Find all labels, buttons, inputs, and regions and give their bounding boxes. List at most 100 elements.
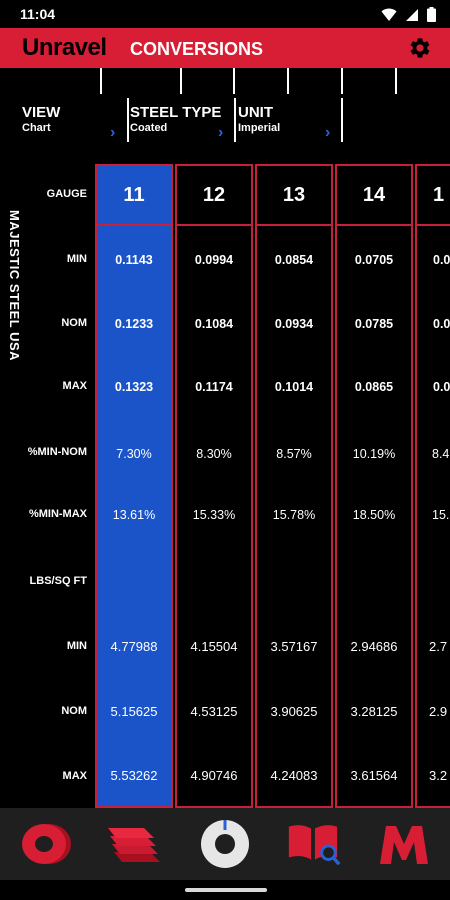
- selector-divider: [341, 98, 343, 142]
- cell-lbs-nom: 5.15625: [110, 704, 158, 719]
- gauge-header: 11: [95, 164, 173, 226]
- cell-nom: 0.0934: [274, 317, 314, 331]
- cell-pct-min-nom: 8.57%: [276, 447, 312, 461]
- cell-min: 0.1143: [115, 253, 153, 267]
- status-bar: 11:04: [0, 0, 450, 28]
- battery-icon: [427, 7, 436, 22]
- steel-type-label: STEEL TYPE: [130, 104, 222, 121]
- settings-gear-icon[interactable]: [408, 36, 432, 60]
- status-time: 11:04: [20, 6, 56, 22]
- cell-min: 0.0: [433, 253, 450, 267]
- cell-max: 0.0: [433, 380, 450, 394]
- coil-icon: [22, 824, 71, 864]
- gauge-header: 13: [255, 164, 333, 226]
- unit-label: UNIT: [238, 104, 273, 121]
- view-value: Chart: [22, 122, 51, 134]
- unit-chevron-icon[interactable]: ›: [325, 124, 331, 141]
- cell-pct-min-max: 15.78%: [272, 508, 316, 522]
- cell-min: 0.0994: [194, 253, 234, 267]
- cell-pct-min-max: 15.: [432, 508, 450, 522]
- cell-lbs-max: 4.24083: [270, 768, 318, 783]
- row-label-lbs-sq-ft: LBS/SQ FT: [29, 575, 87, 587]
- cell-nom: 0.1084: [194, 317, 234, 331]
- cell-lbs-min: 3.57167: [270, 639, 318, 654]
- nav-conversions[interactable]: [197, 818, 253, 870]
- gauge-column-12[interactable]: 12 0.0994 0.1084 0.1174 8.30% 15.33% 4.1…: [175, 164, 253, 808]
- cell-pct-min-nom: 8.4: [432, 447, 450, 461]
- nav-majestic[interactable]: [376, 818, 432, 870]
- view-label: VIEW: [22, 104, 61, 121]
- cell-pct-min-max: 18.50%: [352, 508, 396, 522]
- gauge-column-13[interactable]: 13 0.0854 0.0934 0.1014 8.57% 15.78% 3.5…: [255, 164, 333, 808]
- catalog-search-icon: [288, 825, 341, 866]
- page-title: CONVERSIONS: [130, 39, 264, 59]
- cell-max: 0.1014: [274, 380, 314, 394]
- ruler-tick: [341, 68, 343, 94]
- selector-divider: [127, 98, 129, 142]
- status-icons: [381, 7, 436, 22]
- row-label-pct-min-nom: %MIN-NOM: [27, 446, 87, 458]
- ruler-tick: [233, 68, 235, 94]
- gauge-header: 12: [175, 164, 253, 226]
- gauge-column-14[interactable]: 14 0.0705 0.0785 0.0865 10.19% 18.50% 2.…: [335, 164, 413, 808]
- gauge-column-partial[interactable]: 1 0.0 0.0 0.0 8.4 15. 2.7 2.9 3.2: [415, 164, 450, 808]
- row-label-nom: NOM: [61, 317, 87, 329]
- row-label-lbs-min: MIN: [66, 640, 87, 652]
- cell-lbs-nom: 3.90625: [270, 704, 318, 719]
- wifi-icon: [381, 8, 397, 21]
- row-label-min: MIN: [66, 253, 87, 265]
- gauge-header: 14: [335, 164, 413, 226]
- cell-nom: 0.0: [433, 317, 450, 331]
- selector-bar: [0, 68, 450, 154]
- ruler-tick: [287, 68, 289, 94]
- view-chevron-icon[interactable]: ›: [110, 124, 116, 141]
- cell-lbs-nom: 4.53125: [190, 704, 238, 719]
- cell-lbs-min: 4.15504: [190, 639, 238, 654]
- cell-max: 0.1174: [195, 380, 233, 394]
- sheets-icon: [108, 828, 160, 862]
- row-label-gauge: GAUGE: [46, 188, 87, 200]
- nav-sheets[interactable]: [106, 818, 162, 870]
- row-label-pct-min-max: %MIN-MAX: [28, 508, 87, 520]
- side-brand-text: MAJESTIC STEEL USA: [7, 210, 22, 362]
- cellular-signal-icon: [406, 8, 418, 21]
- steel-type-value: Coated: [130, 122, 168, 134]
- ruler-tick: [395, 68, 397, 94]
- app-header: Unravel CONVERSIONS: [0, 28, 450, 68]
- cell-nom: 0.0785: [354, 317, 394, 331]
- unit-selector[interactable]: UNIT Imperial: [238, 104, 280, 134]
- cell-lbs-max: 3.2: [429, 768, 448, 783]
- cell-lbs-min: 2.7: [429, 639, 448, 654]
- gesture-bar[interactable]: [185, 888, 267, 892]
- ruler-tick: [180, 68, 182, 94]
- selector-divider: [234, 98, 236, 142]
- cell-lbs-max: 4.90746: [190, 768, 238, 783]
- steel-type-chevron-icon[interactable]: ›: [218, 124, 224, 141]
- cell-min: 0.0854: [274, 253, 314, 267]
- row-label-lbs-nom: NOM: [61, 705, 87, 717]
- cell-min: 0.0705: [354, 253, 394, 267]
- unit-value: Imperial: [238, 122, 281, 134]
- nav-coil[interactable]: [18, 818, 74, 870]
- view-selector[interactable]: VIEW Chart: [22, 104, 60, 134]
- app-brand: Unravel: [22, 34, 107, 61]
- cell-pct-min-max: 13.61%: [112, 508, 156, 522]
- cell-pct-min-nom: 7.30%: [116, 447, 152, 461]
- row-label-lbs-max: MAX: [62, 770, 87, 782]
- gauge-header: 1: [415, 164, 450, 226]
- cell-pct-min-nom: 8.30%: [196, 447, 232, 461]
- majestic-logo-icon: [380, 826, 428, 864]
- steel-type-selector[interactable]: STEEL TYPE Coated: [130, 104, 221, 134]
- cell-pct-min-nom: 10.19%: [352, 447, 396, 461]
- nav-catalog[interactable]: [285, 818, 341, 870]
- cell-lbs-min: 4.77988: [110, 639, 158, 654]
- cell-max: 0.1323: [114, 380, 154, 394]
- ruler-tick: [100, 68, 102, 94]
- cell-lbs-min: 2.94686: [350, 639, 398, 654]
- cell-nom: 0.1233: [114, 317, 154, 331]
- gauge-column-11[interactable]: 11 0.1143 0.1233 0.1323 7.30% 13.61% 4.7…: [95, 164, 173, 808]
- row-label-max: MAX: [62, 380, 87, 392]
- cell-lbs-nom: 3.28125: [350, 704, 398, 719]
- side-brand: MAJESTIC STEEL USA: [2, 210, 24, 410]
- cell-lbs-max: 5.53262: [110, 768, 158, 783]
